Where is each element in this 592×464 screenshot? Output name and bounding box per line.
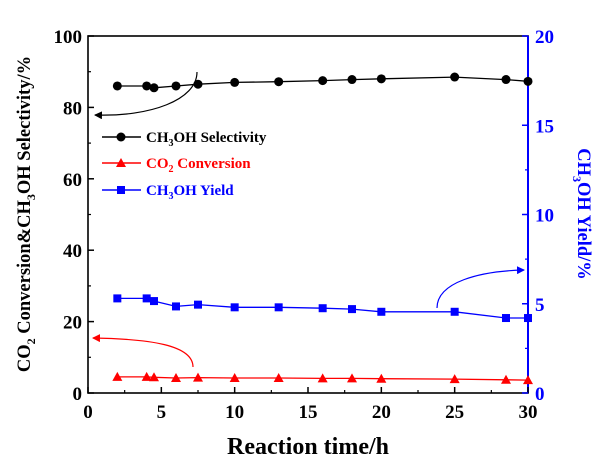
legend-label-selectivity: CH3OH Selectivity (146, 130, 267, 149)
series-lines (117, 76, 529, 381)
legend-marker-yield (117, 186, 125, 194)
legend-marker-conversion (116, 158, 126, 167)
legend-entry-selectivity: CH3OH Selectivity (102, 130, 267, 149)
conversion-point (347, 373, 357, 383)
left-y-tick-label: 20 (63, 313, 82, 334)
selectivity-point (171, 81, 181, 91)
yield-point (450, 307, 459, 316)
conversion-point (141, 371, 152, 381)
selectivity-axis-arrow (94, 71, 198, 120)
yield-point (502, 314, 510, 323)
legend: CH3OH Selectivity CO2 Conversion CH3OH Y… (102, 130, 267, 202)
yield-point (377, 307, 386, 316)
legend-entry-yield: CH3OH Yield (102, 183, 234, 202)
selectivity-point (376, 74, 386, 84)
legend-entry-conversion: CO2 Conversion (102, 156, 251, 175)
left-y-tick-label: 40 (63, 241, 82, 262)
conversion-axis-arrow (92, 334, 194, 368)
right-y-tick-label: 20 (535, 27, 554, 48)
yield-point (524, 314, 532, 323)
axis-ticks (87, 35, 529, 394)
conversion-point (193, 372, 203, 382)
left-y-tick-label: 100 (54, 27, 83, 48)
right-y-tick-label: 0 (535, 384, 545, 405)
yield-point (194, 300, 202, 309)
selectivity-point (193, 79, 203, 89)
right-y-tick-label: 5 (535, 295, 545, 316)
legend-label-conversion: CO2 Conversion (146, 156, 251, 175)
yield-point (318, 304, 327, 313)
selectivity-point (347, 75, 357, 85)
conversion-point (229, 373, 240, 383)
x-tick-label: 25 (445, 402, 464, 423)
left-y-axis-title: CO2 Conversion&CH3OH Selectivity/% (15, 56, 38, 372)
left-y-tick-label: 0 (73, 384, 83, 405)
selectivity-point (450, 72, 460, 82)
selectivity-point (501, 75, 511, 85)
selectivity-point (112, 81, 122, 91)
x-tick-label: 10 (225, 402, 244, 423)
legend-label-yield: CH3OH Yield (146, 183, 234, 202)
x-tick-label: 5 (157, 402, 167, 423)
x-tick-label: 0 (83, 402, 93, 423)
right-y-tick-label: 10 (535, 206, 554, 227)
conversion-point (449, 374, 460, 384)
yield-point (230, 303, 239, 312)
yield-point (172, 302, 180, 311)
yield-axis-arrow (436, 266, 525, 309)
x-tick-label: 20 (372, 402, 391, 423)
selectivity-point (274, 77, 284, 87)
conversion-point (501, 374, 511, 384)
conversion-point (317, 373, 328, 383)
yield-point (348, 305, 356, 314)
conversion-point (376, 373, 387, 383)
selectivity-point (149, 83, 159, 93)
left-y-tick-label: 80 (63, 98, 82, 119)
conversion-point (171, 373, 181, 383)
conversion-point (523, 375, 533, 385)
selectivity-point (230, 77, 240, 87)
left-y-tick-label: 60 (63, 170, 82, 191)
yield-point (150, 297, 158, 306)
x-tick-label: 30 (519, 402, 538, 423)
selectivity-point (318, 76, 328, 86)
conversion-point (273, 373, 284, 383)
conversion-point (112, 371, 123, 381)
right-y-axis-title: CH3OH Yield/% (570, 148, 592, 280)
selectivity-point (142, 81, 152, 91)
x-tick-label: 15 (299, 402, 318, 423)
right-y-tick-label: 15 (535, 116, 554, 137)
yield-point (113, 294, 122, 303)
series-markers (112, 72, 533, 385)
yield-point (274, 303, 283, 312)
yield-point (142, 294, 151, 303)
x-axis-title: Reaction time/h (227, 434, 389, 460)
conversion-point (149, 372, 159, 382)
selectivity-point (523, 76, 533, 86)
legend-marker-selectivity (116, 132, 126, 142)
